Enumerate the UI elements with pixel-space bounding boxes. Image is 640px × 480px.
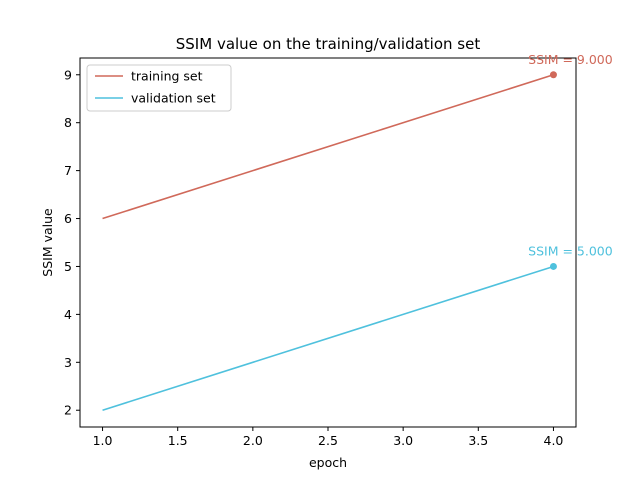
x-axis-label: epoch: [309, 455, 347, 470]
x-tick-label: 3.5: [468, 433, 488, 448]
y-axis: 2 3 4 5 6 7 8 9: [64, 67, 80, 418]
x-tick-label: 4.0: [544, 433, 564, 448]
y-tick-label: 2: [64, 403, 72, 418]
x-tick-label: 3.0: [393, 433, 413, 448]
y-tick-label: 5: [64, 259, 72, 274]
y-tick-label: 3: [64, 355, 72, 370]
series-annotation-0: SSIM = 9.000: [528, 52, 613, 67]
plot-area: [79, 57, 577, 428]
y-tick-label: 8: [64, 115, 72, 130]
legend-label-training: training set: [131, 69, 203, 84]
series-line-1: [102, 265, 554, 411]
series-layer: SSIM = 9.000 SSIM = 5.000: [102, 52, 613, 411]
y-tick-label: 7: [64, 163, 72, 178]
series-annotation-1: SSIM = 5.000: [528, 243, 613, 258]
x-tick-label: 1.5: [168, 433, 188, 448]
series-marker-0: [549, 71, 557, 79]
legend: training set validation set: [86, 64, 232, 112]
x-tick-label: 2.5: [318, 433, 338, 448]
x-tick-label: 1.0: [93, 433, 113, 448]
y-axis-label: SSIM value: [40, 208, 55, 277]
y-tick-label: 4: [64, 307, 72, 322]
legend-label-validation: validation set: [131, 91, 216, 106]
x-tick-label: 2.0: [243, 433, 263, 448]
chart-title: SSIM value on the training/validation se…: [176, 35, 481, 53]
x-axis: 1.0 1.5 2.0 2.5 3.0 3.5 4.0: [93, 427, 564, 448]
series-line-0: [102, 74, 554, 220]
series-marker-1: [549, 262, 557, 270]
y-tick-label: 6: [64, 211, 72, 226]
y-tick-label: 9: [64, 67, 72, 82]
